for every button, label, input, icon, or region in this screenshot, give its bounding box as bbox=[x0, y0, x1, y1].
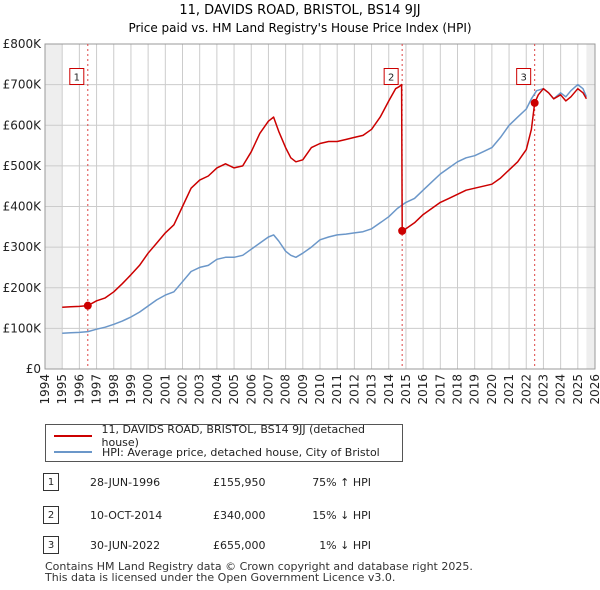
sale-row: 2 10-OCT-2014 £340,000 15% ↓ HPI bbox=[43, 506, 403, 526]
sale-price: £655,000 bbox=[213, 539, 266, 552]
sale-row: 1 28-JUN-1996 £155,950 75% ↑ HPI bbox=[43, 473, 403, 493]
legend-item-property: 11, DAVIDS ROAD, BRISTOL, BS14 9JJ (deta… bbox=[54, 423, 402, 449]
sale-price: £340,000 bbox=[213, 509, 266, 522]
sale-date: 10-OCT-2014 bbox=[90, 509, 163, 522]
x-tick-label: 2021 bbox=[502, 374, 516, 405]
x-tick-label: 2007 bbox=[261, 374, 275, 405]
legend: 11, DAVIDS ROAD, BRISTOL, BS14 9JJ (deta… bbox=[45, 423, 403, 462]
x-tick-label: 1998 bbox=[107, 374, 121, 405]
x-tick-label: 2012 bbox=[347, 374, 361, 405]
chart-subtitle: Price paid vs. HM Land Registry's House … bbox=[128, 21, 471, 35]
sale-label: 2 bbox=[388, 73, 394, 84]
footer-copyright: Contains HM Land Registry data © Crown c… bbox=[45, 560, 473, 573]
y-tick-label: £600K bbox=[3, 118, 43, 132]
sale-label-box bbox=[69, 68, 85, 85]
x-tick-label: 2002 bbox=[176, 374, 190, 405]
x-tick-label: 2003 bbox=[193, 374, 207, 405]
footer: Contains HM Land Registry data © Crown c… bbox=[45, 561, 473, 583]
footer-licence: This data is licensed under the Open Gov… bbox=[45, 571, 396, 584]
plot-frame bbox=[44, 43, 596, 370]
y-tick-label: £500K bbox=[3, 159, 43, 173]
x-tick-label: 1994 bbox=[38, 374, 52, 405]
y-tick-label: £400K bbox=[3, 200, 43, 214]
x-tick-label: 2010 bbox=[313, 374, 327, 405]
sale-date: 28-JUN-1996 bbox=[90, 476, 161, 489]
sale-point bbox=[398, 226, 407, 235]
x-tick-label: 2016 bbox=[416, 374, 430, 405]
x-tick-label: 2024 bbox=[554, 374, 568, 405]
x-tick-label: 2018 bbox=[451, 374, 465, 405]
x-tick-label: 2014 bbox=[382, 374, 396, 405]
y-tick-label: £800K bbox=[3, 37, 43, 51]
x-tick-label: 2005 bbox=[227, 374, 241, 405]
x-tick-label: 2015 bbox=[399, 374, 413, 405]
sale-point bbox=[83, 301, 92, 310]
y-tick-label: £300K bbox=[3, 240, 43, 254]
price-chart: 11, DAVIDS ROAD, BRISTOL, BS14 9JJ Price… bbox=[3, 3, 600, 405]
sale-label: 3 bbox=[520, 73, 526, 84]
y-tick-label: £200K bbox=[3, 281, 43, 295]
sale-point bbox=[530, 98, 539, 107]
legend-label-hpi: HPI: Average price, detached house, City… bbox=[102, 445, 380, 459]
x-tick-label: 2004 bbox=[210, 374, 224, 405]
x-tick-label: 2019 bbox=[468, 374, 482, 405]
sale-number-badge: 3 bbox=[43, 536, 59, 554]
plot-area: £0 £100K £200K £300K £400K £500K £600K £700K £80… bbox=[3, 37, 600, 405]
x-tick-label: 2025 bbox=[571, 374, 585, 405]
legend-label-property: 11, DAVIDS ROAD, BRISTOL, BS14 9JJ (deta… bbox=[101, 423, 366, 449]
sale-label: 1 bbox=[74, 73, 80, 84]
x-tick-label: 1996 bbox=[72, 374, 86, 405]
y-tick-label: £0 bbox=[26, 362, 41, 376]
sale-label-box bbox=[383, 68, 399, 85]
x-tick-label: 2020 bbox=[485, 374, 499, 405]
legend-swatch-property bbox=[54, 435, 92, 437]
sale-number-badge: 2 bbox=[43, 506, 59, 524]
sale-hpi-comparison: 15% ↓ HPI bbox=[312, 509, 371, 522]
x-tick-label: 2022 bbox=[519, 374, 533, 405]
y-tick-label: £100K bbox=[3, 321, 43, 335]
x-tick-label: 2011 bbox=[330, 374, 344, 405]
x-tick-label: 1999 bbox=[124, 374, 138, 405]
legend-item-hpi: HPI: Average price, detached house, City… bbox=[54, 444, 380, 460]
x-tick-label: 2008 bbox=[279, 374, 293, 405]
x-tick-label: 2006 bbox=[244, 374, 258, 405]
legend-swatch-hpi bbox=[54, 451, 92, 453]
sale-label-box bbox=[516, 68, 532, 85]
x-tick-label: 2017 bbox=[433, 374, 447, 405]
x-tick-label: 2026 bbox=[588, 374, 600, 405]
sale-hpi-comparison: 1% ↓ HPI bbox=[319, 539, 371, 552]
y-tick-label: £700K bbox=[3, 78, 43, 92]
sale-hpi-comparison: 75% ↑ HPI bbox=[312, 476, 371, 489]
hpi-line bbox=[62, 83, 588, 335]
sale-number-badge: 1 bbox=[43, 473, 59, 491]
x-tick-label: 1997 bbox=[90, 374, 104, 405]
property-price-line bbox=[62, 83, 588, 309]
sale-row: 3 30-JUN-2022 £655,000 1% ↓ HPI bbox=[43, 536, 403, 556]
chart-title: 11, DAVIDS ROAD, BRISTOL, BS14 9JJ bbox=[179, 3, 420, 18]
x-tick-label: 2001 bbox=[158, 374, 172, 405]
sale-price: £155,950 bbox=[213, 476, 266, 489]
x-tick-label: 2000 bbox=[141, 374, 155, 405]
x-tick-label: 1995 bbox=[55, 374, 69, 405]
x-tick-label: 2009 bbox=[296, 374, 310, 405]
x-tick-label: 2013 bbox=[365, 374, 379, 405]
x-tick-label: 2023 bbox=[536, 374, 550, 405]
sale-date: 30-JUN-2022 bbox=[90, 539, 161, 552]
